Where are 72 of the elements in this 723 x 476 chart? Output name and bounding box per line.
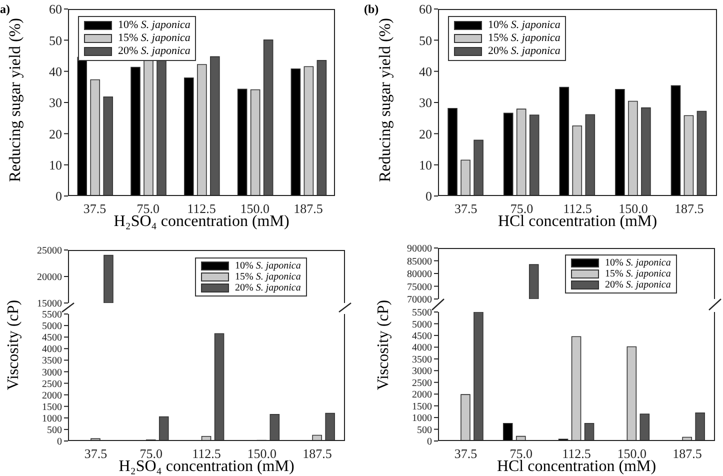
y-tick-label: 1000	[412, 413, 432, 424]
y-tick-label: 4000	[42, 344, 62, 356]
y-axis-title: Reducing sugar yield (%)	[377, 18, 394, 182]
y-axis-title: Reducing sugar yield (%)	[7, 18, 24, 182]
legend-label: 15% S. japonica	[118, 32, 190, 45]
y-tick-label: 20	[419, 126, 432, 142]
y-tick-label: 5500	[42, 310, 62, 321]
y-tick-label: 3500	[42, 356, 62, 367]
x-tick-label: 187.5	[674, 201, 704, 216]
y-tick-label: 25000	[37, 246, 62, 257]
x-tick-label: 37.5	[83, 201, 106, 216]
y-tick-label: 85000	[407, 256, 432, 268]
y-tick-label: 3000	[412, 366, 432, 378]
y-tick-label: 50	[49, 32, 62, 48]
y-tick-label: 10	[49, 157, 62, 172]
y-axis-title: Viscosity (cP)	[4, 298, 23, 392]
y-tick-label: 3500	[412, 354, 432, 366]
y-tick-label: 5000	[412, 319, 432, 330]
y-tick-label: 3000	[42, 367, 62, 378]
y-tick-label: 2500	[42, 378, 62, 390]
y-tick-label: 5000	[42, 321, 62, 332]
x-tick-label: 187.5	[672, 446, 702, 462]
legend-label: 15% S. japonica	[235, 271, 301, 282]
chart-title: (b)	[364, 2, 379, 17]
y-tick-label: 0	[57, 436, 62, 448]
y-tick-label: 20	[49, 126, 62, 142]
x-tick-label: 187.5	[302, 446, 332, 462]
y-tick-label: 2000	[412, 390, 432, 401]
legend-label: 20% S. japonica	[605, 279, 671, 290]
x-tick-label: 187.5	[294, 201, 323, 216]
y-axis-title: Viscosity (cP)	[374, 298, 393, 392]
y-tick-label: 500	[47, 425, 62, 436]
legend-label: 10% S. japonica	[118, 19, 190, 32]
y-tick-label: 30	[49, 95, 62, 110]
x-tick-label: 37.5	[454, 201, 478, 216]
legend-label: 20% S. japonica	[488, 45, 560, 58]
y-tick-label: 4500	[412, 331, 432, 342]
y-tick-label: 20000	[37, 272, 62, 284]
y-tick-label: 0	[427, 436, 432, 448]
y-tick-label: 50	[419, 32, 432, 48]
y-tick-label: 1500	[412, 401, 432, 412]
y-tick-label: 15000	[37, 298, 62, 310]
y-tick-label: 1500	[42, 402, 62, 413]
y-tick-label: 90000	[407, 244, 432, 255]
y-tick-label: 5500	[412, 308, 432, 319]
legend-label: 15% S. japonica	[605, 268, 671, 279]
x-tick-label: 37.5	[454, 446, 478, 462]
y-tick-label: 4000	[412, 342, 432, 354]
legend-label: 10% S. japonica	[488, 19, 560, 32]
y-tick-label: 40	[49, 64, 62, 79]
y-tick-label: 4500	[42, 332, 62, 344]
legend-label: 10% S. japonica	[235, 260, 301, 271]
y-tick-label: 10	[419, 157, 432, 172]
y-tick-label: 80000	[407, 269, 432, 280]
y-tick-label: 75000	[407, 282, 432, 293]
y-tick-label: 1000	[42, 413, 62, 424]
y-tick-label: 70000	[407, 294, 432, 306]
y-tick-label: 60	[419, 2, 432, 17]
legend-label: 20% S. japonica	[118, 45, 190, 58]
y-tick-label: 40	[419, 64, 432, 79]
chart-title: a)	[0, 2, 10, 17]
y-tick-label: 0	[426, 188, 432, 204]
legend-label: 20% S. japonica	[235, 282, 301, 293]
y-tick-label: 500	[417, 424, 432, 436]
y-tick-label: 60	[49, 2, 62, 17]
y-tick-label: 0	[56, 188, 62, 204]
y-tick-label: 2500	[412, 378, 432, 389]
legend-label: 15% S. japonica	[488, 32, 560, 45]
y-tick-label: 30	[419, 95, 432, 110]
y-tick-label: 2000	[42, 390, 62, 402]
legend-label: 10% S. japonica	[605, 257, 671, 268]
x-tick-label: 37.5	[84, 446, 108, 462]
